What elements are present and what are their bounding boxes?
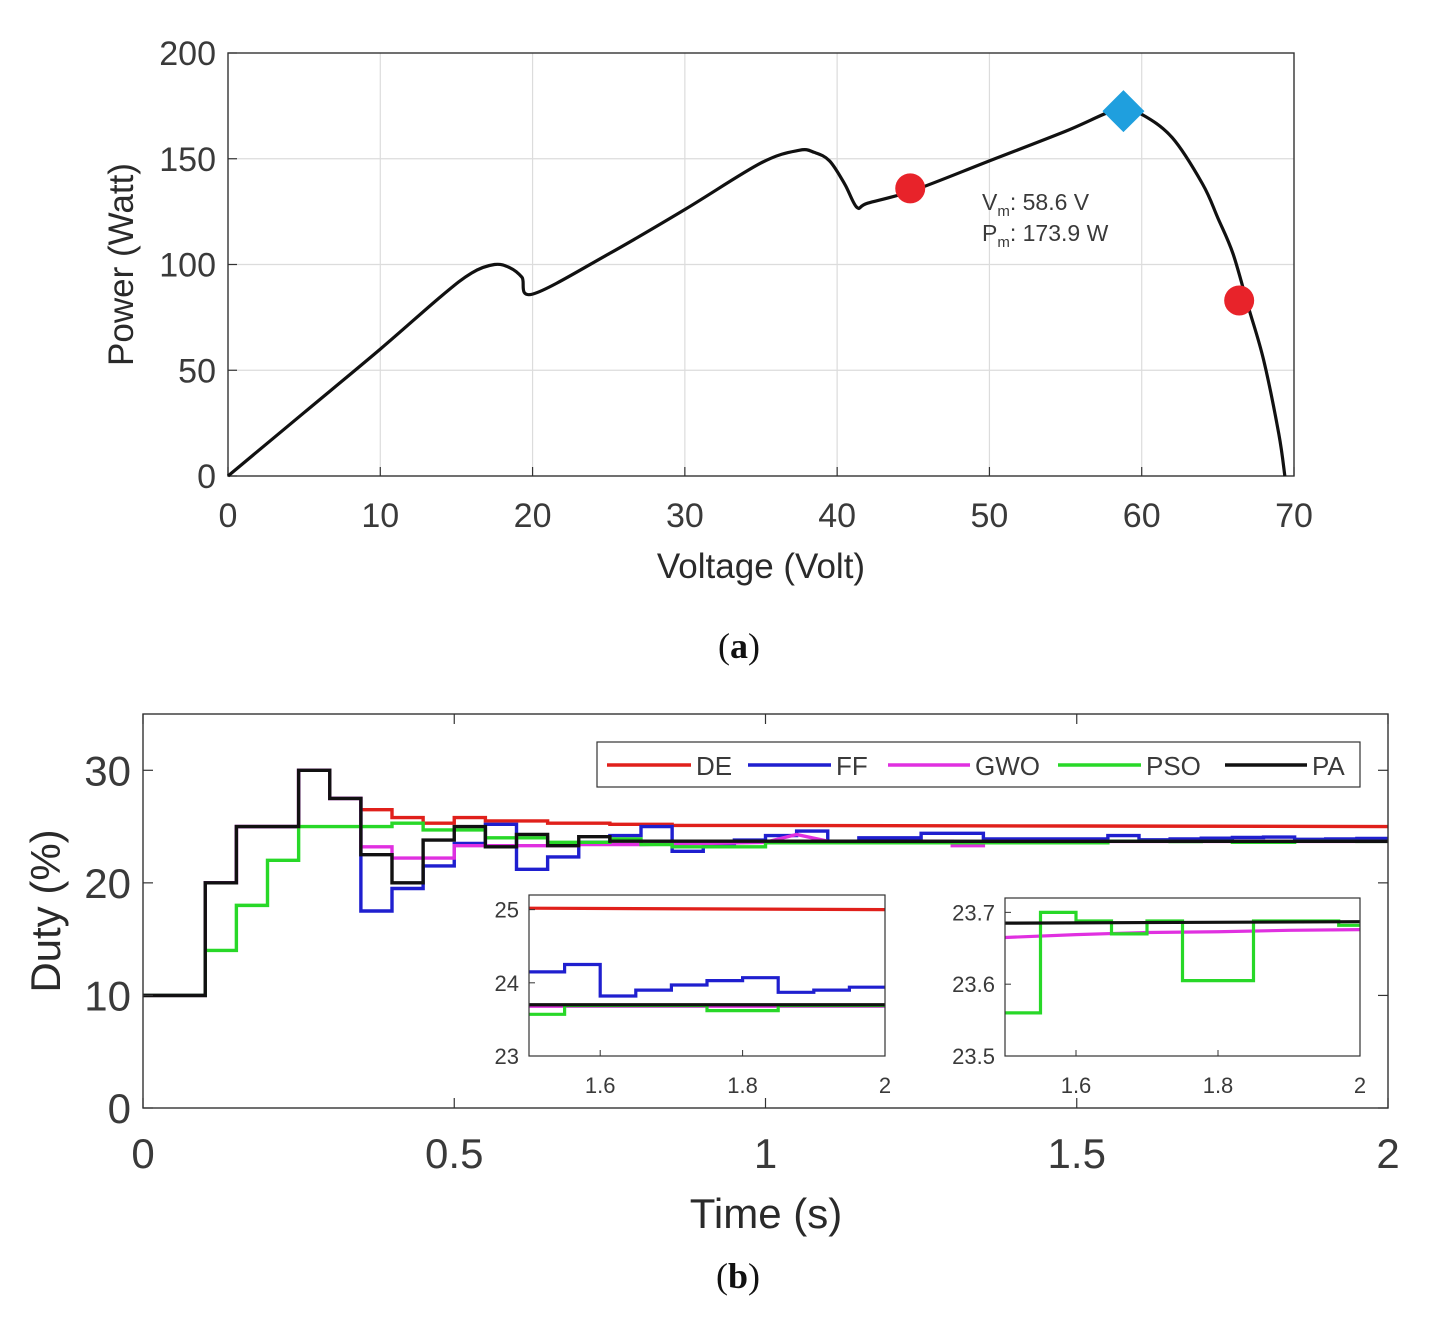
legend-label-pa: PA — [1312, 751, 1345, 781]
caption-letter: b — [728, 1256, 748, 1296]
inset-1-line-de — [529, 906, 885, 912]
inset-1-y-tick-23: 23 — [495, 1044, 519, 1069]
y-axis-label-b: Duty (%) — [22, 829, 69, 992]
inset-bg-1 — [529, 895, 885, 1056]
annotation-symbol: P — [982, 220, 997, 246]
y-tick-label-a-100: 100 — [159, 247, 216, 285]
legend: DE FF GWO PSO PA — [596, 741, 1361, 788]
legend-label-ff: FF — [836, 751, 868, 781]
series-line-p-v-curve — [226, 105, 1287, 478]
x-tick-label-b-2: 2 — [1376, 1130, 1399, 1177]
annotation-subscript: m — [997, 203, 1010, 220]
inset-1-y-tick-24: 24 — [495, 971, 519, 996]
marker-point-1 — [1224, 285, 1255, 316]
caption-close-paren: ) — [748, 1256, 760, 1296]
inset-2-x-tick-2: 2 — [1354, 1073, 1366, 1098]
inset-series-2 — [1005, 910, 1360, 1015]
y-tick-label-b-10: 10 — [84, 972, 131, 1019]
caption-open-paren: ( — [718, 626, 730, 666]
caption-open-paren: ( — [716, 1256, 728, 1296]
legend-label-gwo: GWO — [975, 751, 1040, 781]
y-tick-label-b-30: 30 — [84, 747, 131, 794]
annotation-subscript: m — [997, 234, 1010, 251]
x-tick-label-a-0: 0 — [219, 497, 238, 535]
inset-2-line-pa — [1005, 920, 1360, 925]
inset-2-y-tick-23-5: 23.5 — [952, 1044, 995, 1069]
inset-1-line-ff — [529, 962, 885, 998]
annotation-line-0: Vm: 58.6 V — [982, 189, 1090, 220]
y-tick-label-b-0: 0 — [108, 1085, 131, 1132]
annotation-line-1: Pm: 173.9 W — [982, 220, 1109, 251]
inset-series-1 — [529, 906, 885, 1016]
y-tick-label-a-150: 150 — [159, 141, 216, 179]
y-axis-label-a: Power (Watt) — [102, 163, 141, 366]
x-tick-label-a-70: 70 — [1275, 497, 1313, 535]
x-tick-label-b-1: 1 — [754, 1130, 777, 1177]
caption-close-paren: ) — [748, 626, 760, 666]
x-axis-label-a: Voltage (Volt) — [657, 547, 865, 586]
y-tick-label-a-50: 50 — [178, 352, 216, 390]
legend-label-de: DE — [696, 751, 732, 781]
annotation-value: : 173.9 W — [1010, 220, 1109, 246]
x-tick-label-a-50: 50 — [971, 497, 1009, 535]
caption-letter: a — [730, 626, 748, 666]
inset-1: 1.6 1.8 2 23 24 25 — [495, 894, 891, 1098]
gridlines-a — [228, 53, 1294, 476]
annotation-symbol: V — [982, 189, 998, 215]
series-group-b — [143, 768, 1388, 998]
x-tick-label-a-10: 10 — [361, 497, 399, 535]
y-tick-label-b-20: 20 — [84, 860, 131, 907]
panel-caption-a: (a) — [718, 626, 760, 666]
inset-frame-2 — [1004, 897, 1361, 1057]
inset-2-x-tick-1-8: 1.8 — [1203, 1073, 1234, 1098]
x-axis-label-b: Time (s) — [690, 1190, 842, 1237]
inset-1-x-tick-1-8: 1.8 — [727, 1073, 758, 1098]
inset-2-y-tick-23-7: 23.7 — [952, 900, 995, 925]
x-tick-label-a-40: 40 — [818, 497, 856, 535]
y-tick-label-a-0: 0 — [197, 458, 216, 496]
inset-1-x-tick-2: 2 — [879, 1073, 891, 1098]
x-tick-label-a-60: 60 — [1123, 497, 1161, 535]
annotation-value: : 58.6 V — [1010, 189, 1090, 215]
y-tick-label-a-200: 200 — [159, 35, 216, 73]
x-tick-label-b-1-5: 1.5 — [1048, 1130, 1106, 1177]
legend-label-pso: PSO — [1146, 751, 1201, 781]
panel-caption-b: (b) — [716, 1256, 760, 1296]
x-tick-label-b-0: 0 — [131, 1130, 154, 1177]
inset-2-x-tick-1-6: 1.6 — [1061, 1073, 1092, 1098]
marker-point-0 — [895, 173, 926, 204]
inset-1-y-tick-25: 25 — [495, 898, 519, 923]
series-line-pa — [143, 768, 1388, 998]
x-tick-label-b-0-5: 0.5 — [425, 1130, 483, 1177]
inset-2-y-tick-23-6: 23.6 — [952, 972, 995, 997]
inset-2: 1.6 1.8 2 23.5 23.6 23.7 — [952, 897, 1366, 1098]
inset-1-x-tick-1-6: 1.6 — [585, 1073, 616, 1098]
x-tick-label-a-20: 20 — [514, 497, 552, 535]
inset-frame-1 — [528, 894, 886, 1057]
chart-panel-a: 0 10 20 30 40 50 60 70 0 50 100 150 200 Voltage (Volt… — [102, 35, 1313, 666]
max-power-point-marker — [1102, 90, 1145, 133]
x-tick-label-a-30: 30 — [666, 497, 704, 535]
